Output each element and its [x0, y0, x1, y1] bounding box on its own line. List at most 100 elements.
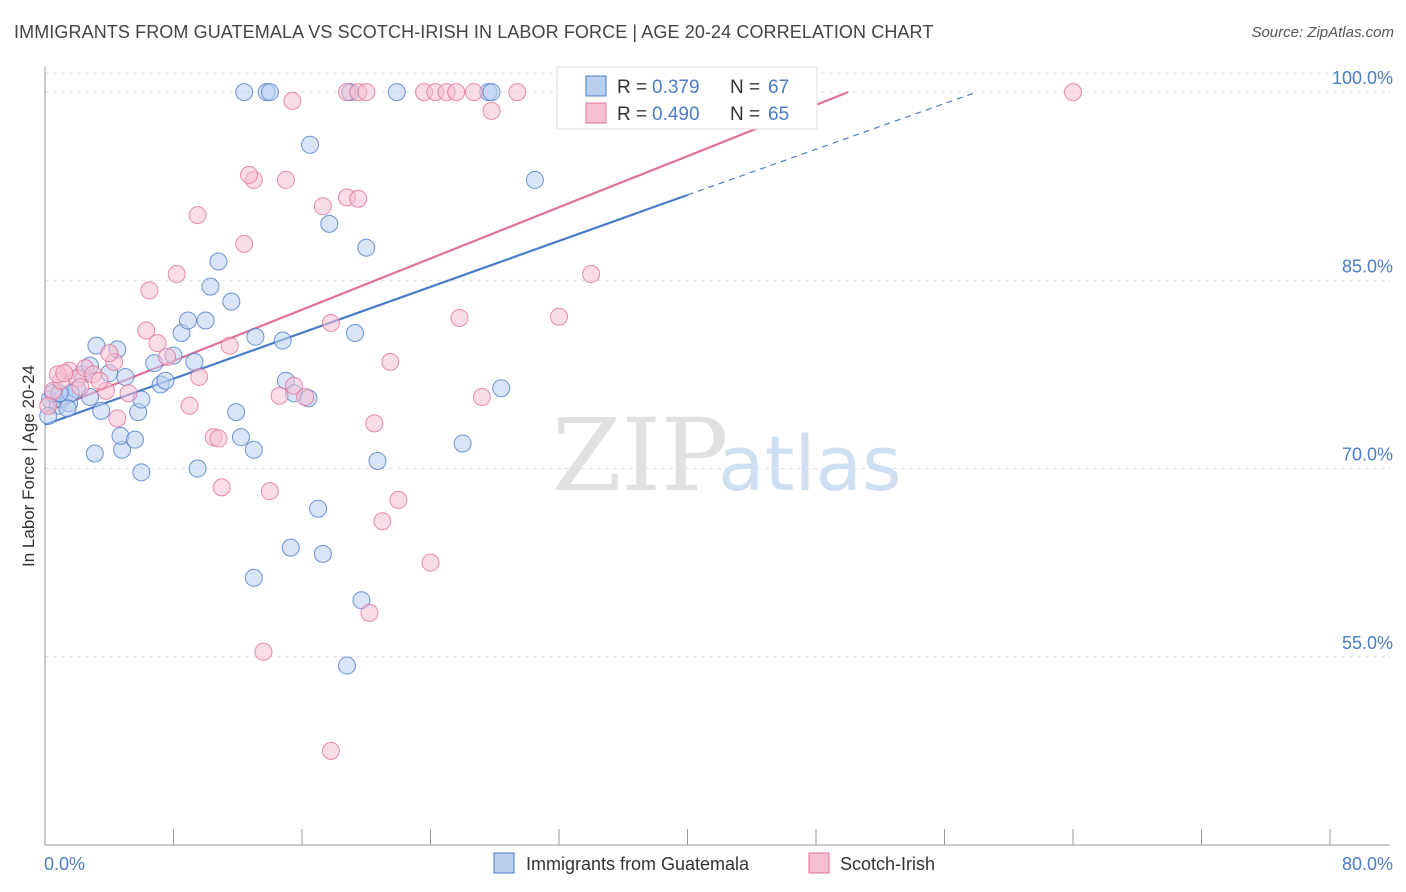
point-pink — [90, 371, 109, 390]
point-pink — [365, 414, 384, 433]
point-pink — [582, 265, 601, 284]
point-blue — [525, 170, 544, 189]
point-pink — [39, 396, 58, 415]
point-blue — [196, 311, 215, 330]
point-pink — [254, 642, 273, 661]
point-pink — [482, 101, 501, 120]
point-blue — [227, 403, 246, 422]
x-tick-label: 0.0% — [44, 854, 85, 874]
point-blue — [453, 434, 472, 453]
point-blue — [368, 452, 387, 471]
point-pink — [220, 336, 239, 355]
point-blue — [188, 459, 207, 478]
point-blue — [260, 83, 279, 102]
point-blue — [201, 277, 220, 296]
bottom-legend-swatch-pink — [808, 852, 830, 874]
point-pink — [450, 308, 469, 327]
legend-n-label-pink: N = — [730, 104, 760, 125]
point-blue — [337, 656, 356, 675]
axes — [44, 67, 1390, 846]
point-blue — [185, 352, 204, 371]
point-blue — [320, 214, 339, 233]
source-label: Source: ZipAtlas.com — [1251, 24, 1394, 41]
point-pink — [447, 83, 466, 102]
point-blue — [273, 331, 292, 350]
x-tick-labels: 0.0% 80.0% — [44, 854, 1393, 874]
point-pink — [260, 482, 279, 501]
bottom-legend-swatch-blue — [493, 852, 515, 874]
point-pink — [464, 83, 483, 102]
point-pink — [239, 165, 258, 184]
point-blue — [209, 252, 228, 271]
point-pink — [276, 170, 295, 189]
y-tick-label: 55.0% — [1342, 633, 1393, 653]
point-blue — [346, 324, 365, 343]
watermark-zip: ZIP — [552, 397, 728, 514]
point-pink — [209, 429, 228, 448]
point-pink — [321, 313, 340, 332]
point-pink — [137, 321, 156, 340]
point-blue — [222, 292, 241, 311]
trend-line-extension-blue — [687, 91, 977, 196]
bottom-legend-label-blue: Immigrants from Guatemala — [526, 854, 750, 874]
point-pink — [108, 409, 127, 428]
point-blue — [116, 367, 135, 386]
bottom-legend-label-pink: Scotch-Irish — [840, 854, 935, 874]
point-pink — [212, 478, 231, 497]
point-blue — [244, 568, 263, 587]
point-pink — [235, 234, 254, 253]
y-tick-labels: 55.0% 70.0% 85.0% 100.0% — [1332, 68, 1393, 653]
point-pink — [167, 265, 186, 284]
point-blue — [281, 538, 300, 557]
point-blue — [482, 83, 501, 102]
legend-n-value-pink: 65 — [768, 104, 789, 125]
chart-title: IMMIGRANTS FROM GUATEMALA VS SCOTCH-IRIS… — [14, 22, 934, 42]
point-blue — [357, 238, 376, 257]
x-tick-label: 80.0% — [1342, 854, 1393, 874]
legend-n-value-blue: 67 — [768, 77, 789, 98]
point-blue — [309, 499, 328, 518]
point-blue — [231, 428, 250, 447]
y-tick-label: 85.0% — [1342, 256, 1393, 276]
data-points — [39, 83, 1082, 760]
point-pink — [1064, 83, 1082, 102]
point-blue — [387, 83, 406, 102]
point-pink — [270, 386, 289, 405]
point-blue — [92, 401, 111, 420]
point-pink — [357, 83, 376, 102]
legend-swatch-pink — [585, 102, 607, 124]
point-blue — [244, 440, 263, 459]
stats-legend: R = 0.379 N = 67 R = 0.490 N = 65 — [556, 66, 818, 130]
point-pink — [550, 307, 568, 326]
legend-swatch-blue — [585, 75, 607, 97]
point-pink — [188, 206, 207, 225]
legend-r-label-blue: R = — [617, 77, 647, 98]
y-axis-label: In Labor Force | Age 20-24 — [19, 365, 38, 567]
point-pink — [283, 91, 302, 110]
trend-lines — [44, 91, 977, 426]
point-pink — [508, 83, 527, 102]
point-blue — [156, 371, 175, 390]
point-pink — [421, 553, 440, 572]
point-blue — [58, 399, 77, 418]
point-blue — [178, 311, 197, 330]
point-pink — [180, 396, 199, 415]
point-pink — [296, 388, 315, 407]
trend-line-blue — [44, 193, 688, 426]
point-pink — [349, 189, 368, 208]
point-pink — [389, 490, 408, 509]
watermark-atlas: atlas — [718, 419, 902, 508]
point-pink — [55, 364, 74, 383]
legend-r-value-blue: 0.379 — [652, 77, 700, 98]
point-pink — [321, 741, 340, 760]
legend-r-label-pink: R = — [617, 104, 647, 125]
point-blue — [301, 135, 320, 154]
point-pink — [158, 347, 177, 366]
point-blue — [246, 327, 265, 346]
point-pink — [381, 352, 400, 371]
point-pink — [71, 377, 90, 396]
point-blue — [313, 544, 332, 563]
point-blue — [132, 463, 151, 482]
legend-n-label-blue: N = — [730, 77, 760, 98]
